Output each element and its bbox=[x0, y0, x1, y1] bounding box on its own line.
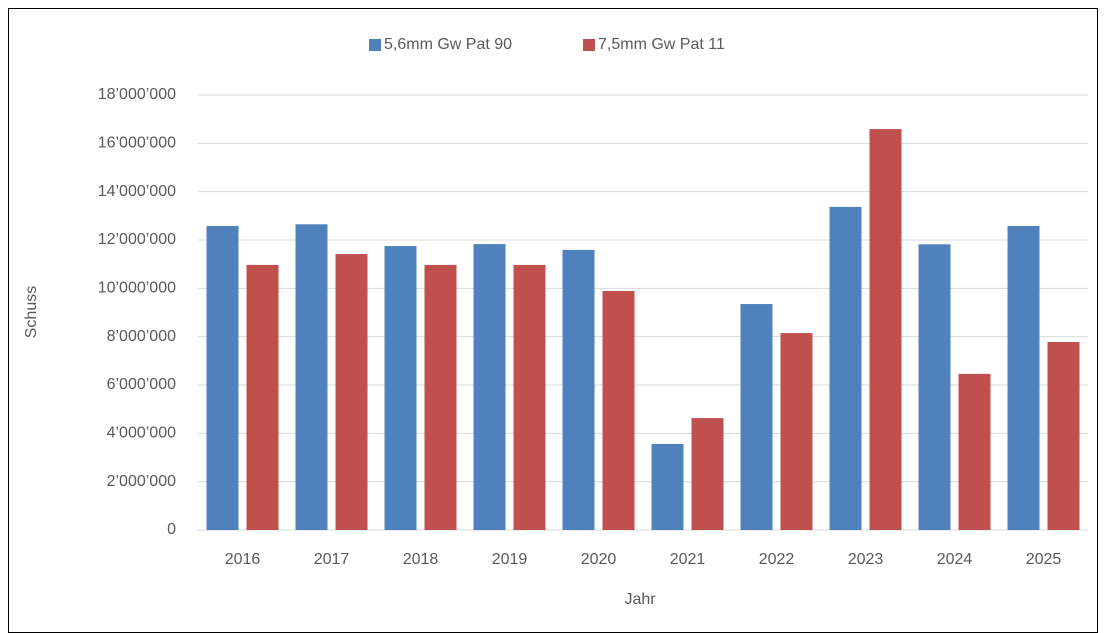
y-tick-label: 0 bbox=[167, 521, 176, 538]
legend-label: 7,5mm Gw Pat 11 bbox=[598, 36, 725, 53]
x-tick-label: 2017 bbox=[314, 551, 350, 568]
bar bbox=[562, 249, 595, 531]
bar bbox=[829, 206, 862, 530]
bar bbox=[206, 225, 239, 530]
x-tick-label: 2021 bbox=[670, 551, 706, 568]
y-tick-label: 4’000’000 bbox=[107, 425, 177, 442]
bar bbox=[424, 264, 457, 530]
y-tick-label: 16’000’000 bbox=[98, 135, 176, 152]
bar bbox=[295, 224, 328, 530]
y-tick-label: 2’000’000 bbox=[107, 473, 177, 490]
x-tick-label: 2016 bbox=[225, 551, 261, 568]
bar bbox=[384, 246, 417, 530]
bar bbox=[246, 264, 279, 530]
x-tick-label: 2019 bbox=[492, 551, 528, 568]
x-tick-label: 2025 bbox=[1026, 551, 1062, 568]
bar bbox=[780, 333, 813, 530]
bar bbox=[691, 418, 724, 530]
y-tick-label: 18’000’000 bbox=[98, 86, 176, 103]
legend-label: 5,6mm Gw Pat 90 bbox=[384, 36, 512, 53]
bar bbox=[651, 443, 684, 530]
x-axis-title: Jahr bbox=[624, 591, 656, 608]
bar bbox=[1047, 341, 1080, 530]
bar bbox=[740, 304, 773, 530]
y-tick-label: 14’000’000 bbox=[98, 183, 176, 200]
y-tick-label: 6’000’000 bbox=[107, 376, 177, 393]
y-axis-title: Schuss bbox=[23, 286, 40, 338]
x-tick-label: 2023 bbox=[848, 551, 884, 568]
y-tick-label: 10’000’000 bbox=[98, 280, 176, 297]
legend-swatch bbox=[369, 39, 381, 51]
bar bbox=[918, 244, 951, 530]
x-tick-label: 2018 bbox=[403, 551, 439, 568]
bar bbox=[958, 373, 991, 530]
legend-swatch bbox=[583, 39, 595, 51]
x-tick-label: 2024 bbox=[937, 551, 973, 568]
y-tick-label: 12’000’000 bbox=[98, 231, 176, 248]
bar bbox=[473, 244, 506, 530]
y-tick-label: 8’000’000 bbox=[107, 328, 177, 345]
bar bbox=[513, 264, 546, 530]
bar bbox=[869, 129, 902, 530]
x-tick-label: 2022 bbox=[759, 551, 795, 568]
bar bbox=[1007, 225, 1040, 530]
chart-border bbox=[8, 8, 1098, 633]
x-tick-label: 2020 bbox=[581, 551, 617, 568]
bar bbox=[602, 290, 635, 530]
bar bbox=[335, 254, 368, 530]
